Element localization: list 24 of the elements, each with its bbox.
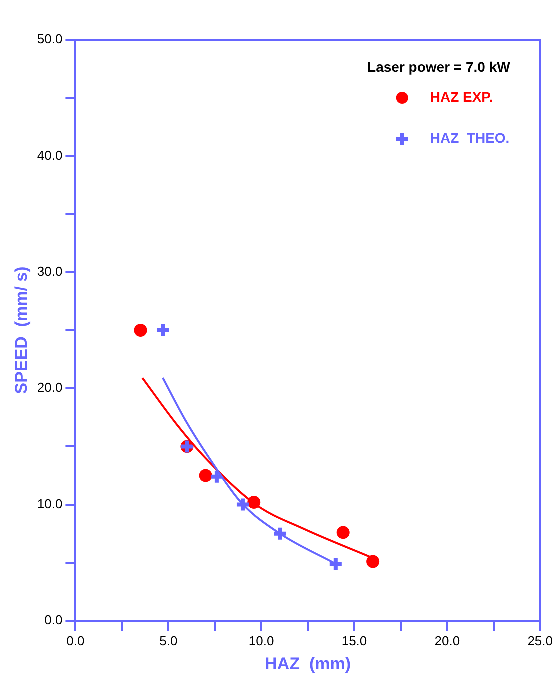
x-tick-label: 25.0 [528, 633, 554, 648]
x-tick-label: 15.0 [342, 633, 368, 648]
y-axis-title: SPEED (mm/ s) [12, 266, 31, 394]
y-tick-label: 0.0 [44, 612, 63, 628]
x-axis-title: HAZ (mm) [265, 654, 351, 674]
point [366, 555, 380, 568]
y-tick-label: 20.0 [37, 380, 63, 396]
y-tick-label: 40.0 [37, 148, 63, 163]
y-tick-label: 10.0 [37, 496, 63, 512]
x-tick-label: 10.0 [248, 633, 274, 648]
y-tick-label: 30.0 [37, 264, 63, 279]
y-tick-label: 50.0 [37, 32, 63, 47]
annotation: Laser power = 7.0 kW [368, 58, 512, 75]
x-tick-label: 0.0 [66, 633, 85, 648]
point [199, 469, 212, 482]
point [155, 322, 172, 338]
x-tick-label: 5.0 [160, 633, 178, 648]
point [336, 526, 350, 540]
x-tick-label: 20.0 [434, 633, 460, 648]
point [272, 526, 288, 542]
point [134, 324, 148, 337]
point [234, 496, 251, 513]
legend-label: HAZ EXP. [430, 88, 494, 105]
legend-label: HAZ THEO. [430, 130, 510, 146]
